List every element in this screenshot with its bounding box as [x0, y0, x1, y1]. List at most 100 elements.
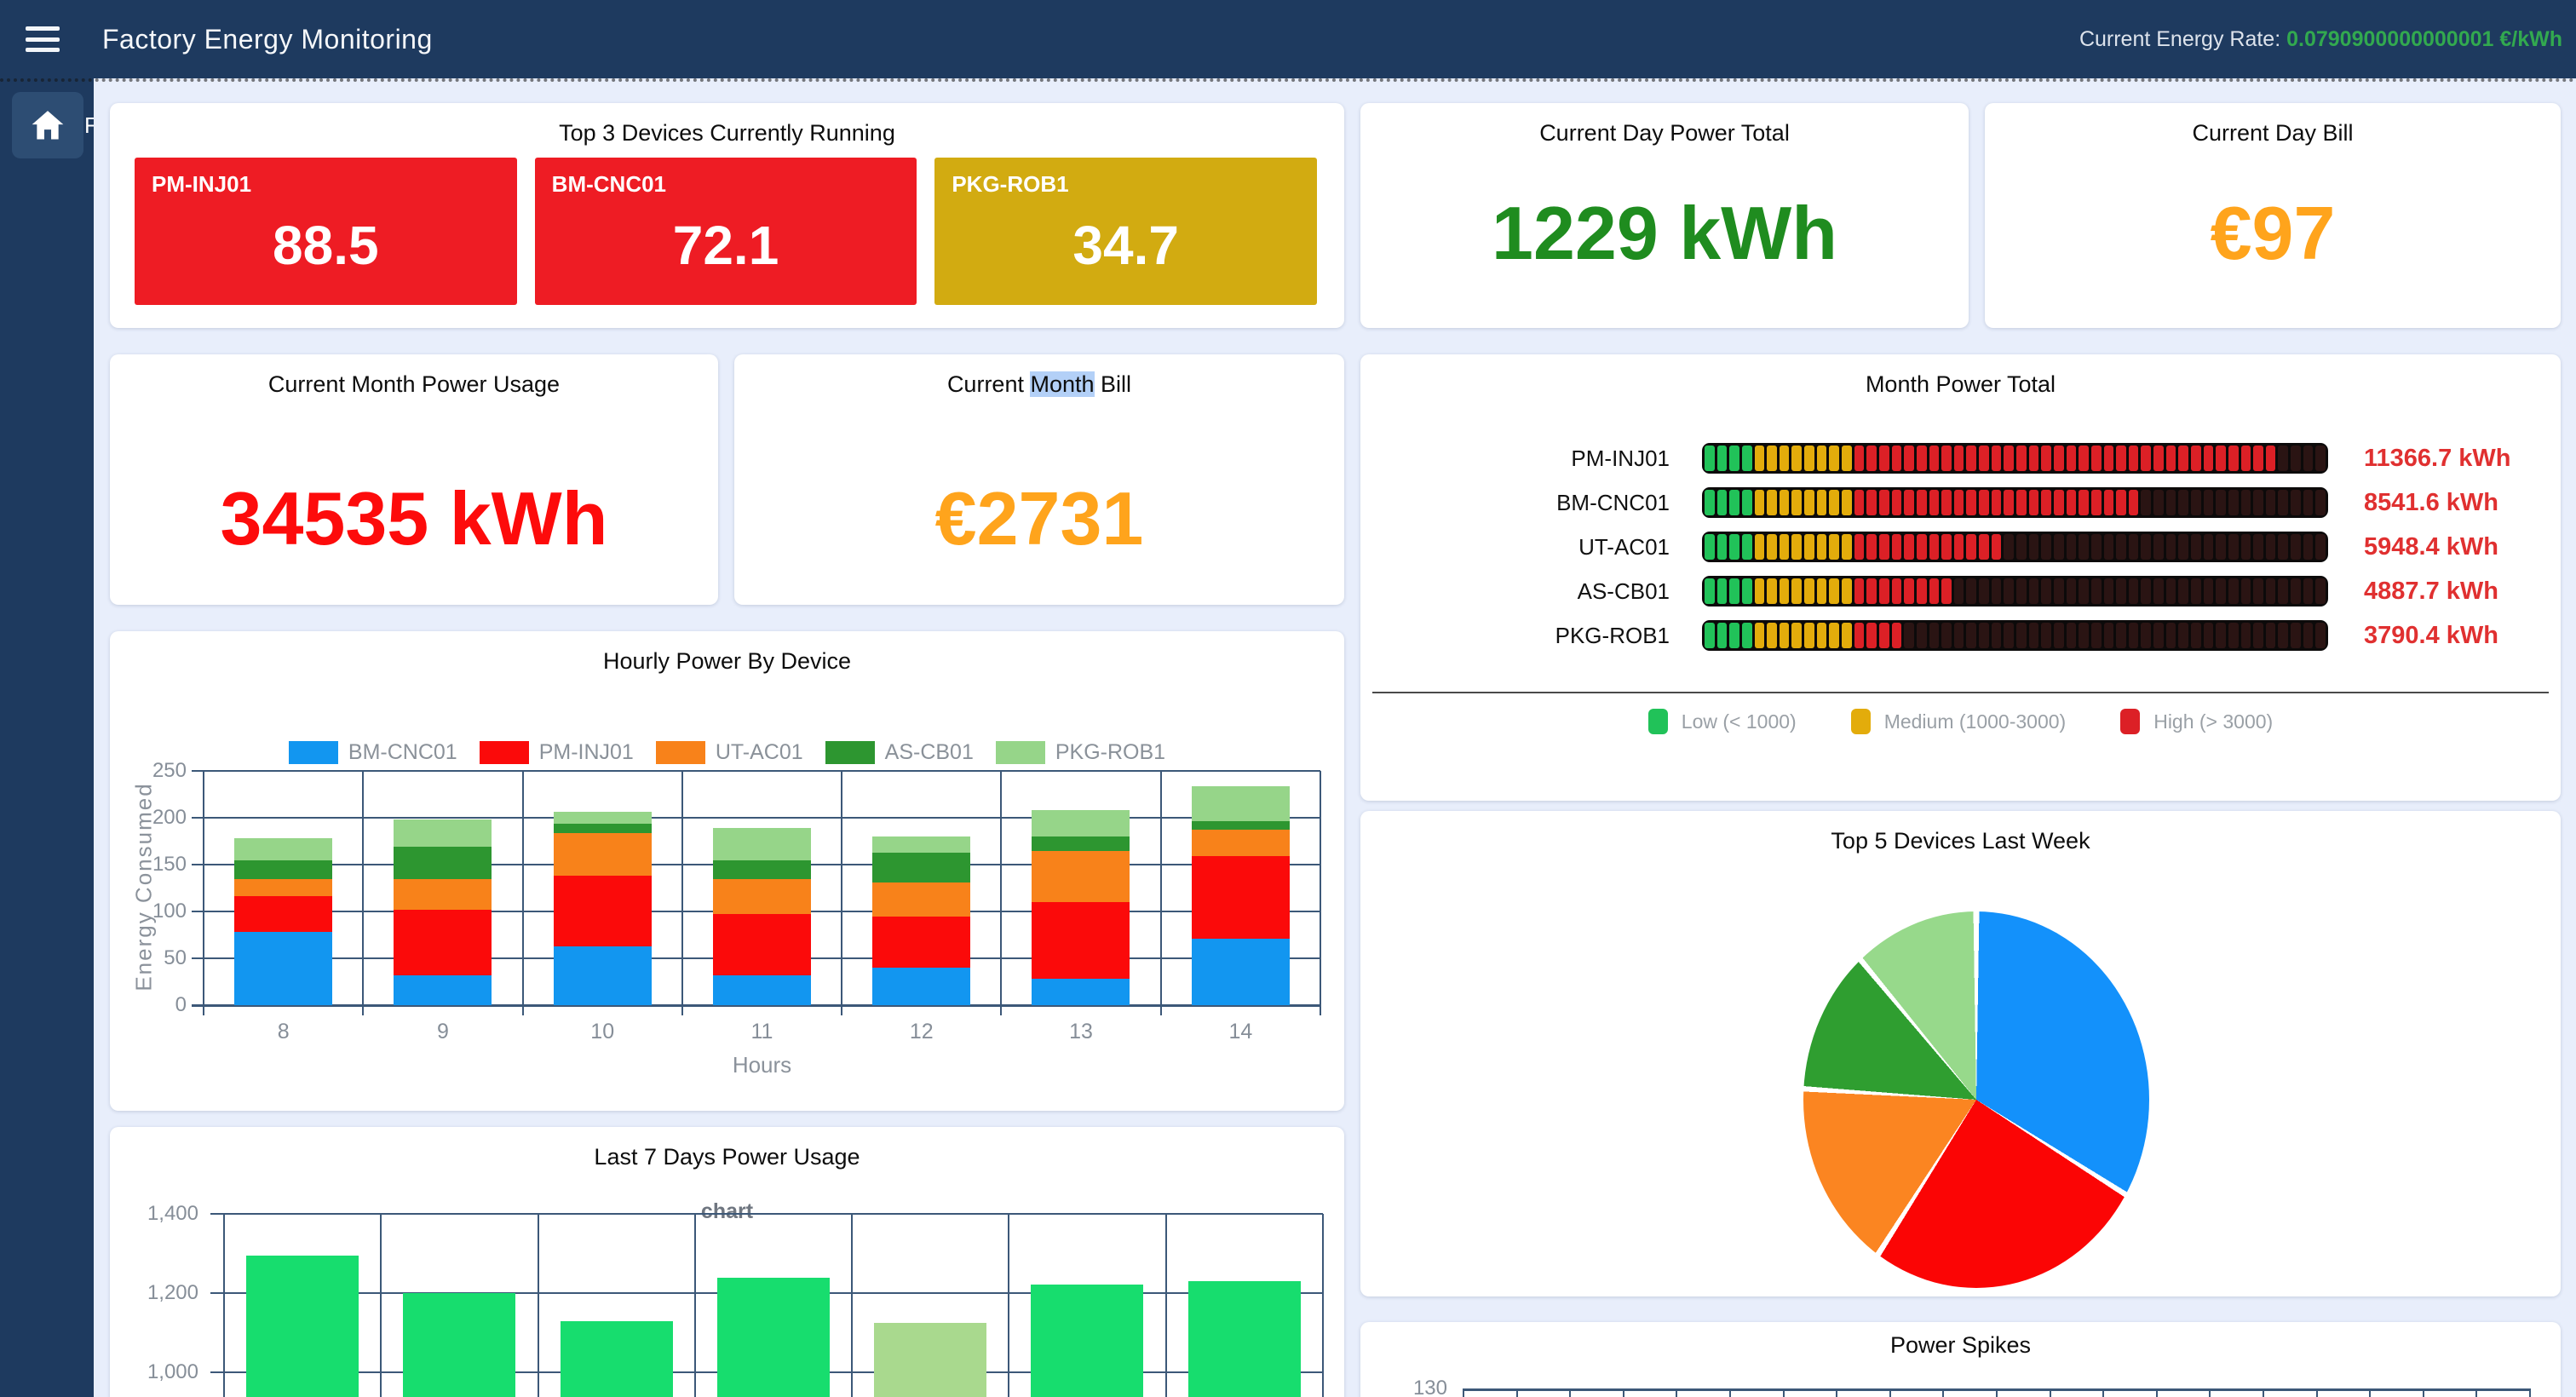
device-tile-label: PKG-ROB1 [952, 171, 1317, 198]
bar-segment [1780, 623, 1790, 648]
gridline-v [1008, 1214, 1009, 1397]
bar-segment [1992, 446, 2002, 471]
hamburger-menu-icon[interactable] [26, 26, 60, 52]
last7-plot: 1,4001,2001,000 [224, 1214, 1323, 1397]
bar-segment [1917, 534, 1927, 560]
x-tick-label: 14 [1161, 1020, 1320, 1044]
bar-segment [2315, 578, 2326, 604]
bar-segment [1929, 490, 1940, 515]
bar-segment [1979, 578, 1989, 604]
bar-segment [2004, 446, 2014, 471]
bar-segment [2067, 623, 2077, 648]
chart-title: Power Spikes [1360, 1332, 2561, 1359]
stacked-bar-segment [234, 879, 332, 897]
bar-segment [2204, 490, 2214, 515]
stacked-bar-segment [554, 824, 652, 833]
bar [1188, 1281, 1301, 1397]
month-row-value: 3790.4 kWh [2364, 622, 2498, 650]
bar-segment [1729, 578, 1739, 604]
bar-segment [2029, 534, 2039, 560]
device-tile-label: PM-INJ01 [152, 171, 517, 198]
axis-tick [1783, 1391, 1785, 1397]
stacked-bar-segment [234, 932, 332, 1005]
legend-item: High (> 3000) [2120, 709, 2273, 734]
gridline-v [1320, 771, 1321, 1015]
bar-segment [2054, 534, 2064, 560]
bar-segment [1804, 446, 1814, 471]
bar-segment [2029, 578, 2039, 604]
bar-segment [2216, 490, 2226, 515]
month-row-bar [1702, 532, 2328, 562]
bar-segment [2067, 578, 2077, 604]
month-row-label: PM-INJ01 [1360, 446, 1670, 472]
month-row-label: PKG-ROB1 [1360, 623, 1670, 649]
bar-segment [1767, 490, 1777, 515]
gridline-v [522, 771, 524, 1015]
bar-segment [2291, 446, 2301, 471]
bar-segment [2016, 623, 2027, 648]
bar-segment [1917, 578, 1927, 604]
bar-segment [1892, 623, 1902, 648]
top3-tiles: PM-INJ0188.5BM-CNC0172.1PKG-ROB134.7 [135, 158, 1317, 305]
bar-segment [1804, 534, 1814, 560]
y-tick-label: 250 [115, 759, 187, 783]
bar-segment [1717, 623, 1728, 648]
stacked-bar-segment [1032, 851, 1130, 903]
bar-segment [2204, 534, 2214, 560]
hamburger-bar [26, 26, 60, 31]
bar-segment [1941, 534, 1952, 560]
y-tick-label: 0 [115, 993, 187, 1017]
bar-segment [2004, 578, 2014, 604]
axis-tick [1463, 1391, 1464, 1397]
bar-segment [2091, 490, 2102, 515]
stacked-bar-segment [554, 812, 652, 823]
y-tick-label: 1,400 [117, 1202, 198, 1226]
stacked-bar-segment [1032, 810, 1130, 836]
day-power-total-value: 1229 kWh [1360, 190, 1969, 277]
legend-item: Medium (1000-3000) [1851, 709, 2067, 734]
axis-tick [2369, 1391, 2371, 1397]
month-legend: Low (< 1000)Medium (1000-3000)High (> 30… [1360, 709, 2561, 734]
bar-segment [2241, 490, 2251, 515]
bar-segment [1842, 623, 1852, 648]
bar-segment [2216, 534, 2226, 560]
bar-segment [1842, 578, 1852, 604]
legend-label: Medium (1000-3000) [1884, 710, 2067, 733]
bar-segment [2016, 578, 2027, 604]
bar-segment [2067, 534, 2077, 560]
page-title: Factory Energy Monitoring [102, 24, 433, 55]
gridline-v [851, 1214, 853, 1397]
bar-segment [2228, 446, 2239, 471]
app-root: Factory Energy Monitoring Current Energy… [0, 0, 2576, 1397]
bar-segment [2241, 578, 2251, 604]
bar-segment [1979, 446, 1989, 471]
bar-segment [2116, 623, 2126, 648]
day-bill-value: €97 [1985, 190, 2561, 277]
legend-swatch [1851, 709, 1871, 734]
bar-segment [1966, 490, 1976, 515]
bar-segment [2228, 578, 2239, 604]
bar-segment [1742, 578, 1752, 604]
bar-segment [2253, 578, 2263, 604]
chart-title: Last 7 Days Power Usage [110, 1144, 1344, 1170]
bar-segment [2303, 578, 2314, 604]
month-row-label: BM-CNC01 [1360, 490, 1670, 516]
bar-segment [1866, 490, 1877, 515]
month-row-label: UT-AC01 [1360, 534, 1670, 561]
bar-segment [2241, 446, 2251, 471]
bar-segment [2141, 446, 2151, 471]
bar-segment [2278, 446, 2288, 471]
bar-segment [2315, 534, 2326, 560]
bar-segment [2041, 446, 2051, 471]
bar-segment [2291, 578, 2301, 604]
gridline-v [362, 771, 364, 1015]
stacked-bar-segment [872, 836, 970, 853]
bar-segment [1767, 578, 1777, 604]
month-rows: PM-INJ0111366.7 kWhBM-CNC018541.6 kWhUT-… [1360, 443, 2561, 664]
stacked-bar-segment [234, 860, 332, 879]
bar-segment [2067, 446, 2077, 471]
bar-segment [1829, 578, 1839, 604]
sidebar-item-home[interactable] [12, 92, 83, 158]
energy-rate-label: Current Energy Rate: [2079, 27, 2286, 51]
stacked-bar-segment [872, 968, 970, 1005]
